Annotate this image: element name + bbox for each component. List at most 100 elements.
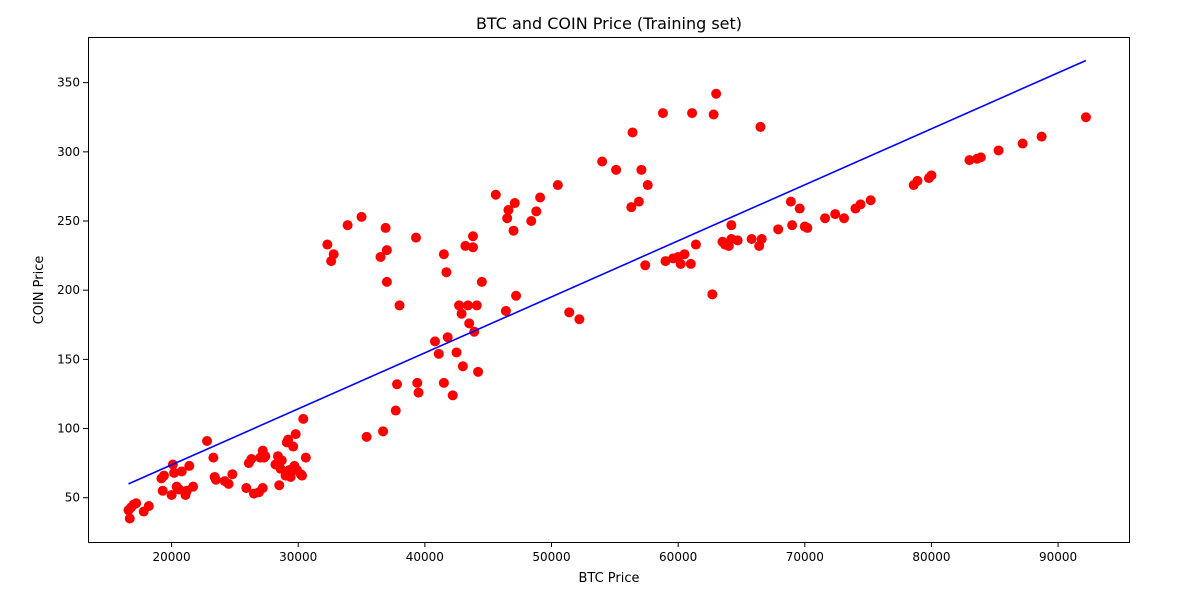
data-point [176, 466, 187, 477]
data-point [707, 289, 718, 300]
data-point [912, 175, 923, 186]
data-point [502, 213, 513, 224]
data-point [430, 336, 440, 347]
data-point [454, 300, 465, 311]
data-point [830, 209, 841, 220]
data-point [460, 240, 471, 251]
data-point [732, 235, 743, 246]
data-point [640, 260, 651, 271]
data-point [298, 413, 309, 424]
data-point [611, 164, 622, 175]
data-point [285, 471, 296, 482]
data-point [456, 308, 467, 319]
y-tick-label: 250 [57, 214, 80, 228]
y-tick-label: 150 [57, 352, 80, 366]
data-point [143, 501, 154, 512]
data-point [462, 300, 473, 311]
data-point [210, 474, 221, 485]
data-point [633, 196, 644, 207]
data-point [381, 276, 392, 287]
data-point [381, 245, 392, 256]
data-point [283, 434, 294, 445]
data-point [260, 451, 271, 462]
data-point [361, 431, 372, 442]
data-point [290, 429, 301, 440]
data-point [473, 366, 484, 377]
data-point [390, 405, 401, 416]
x-tick-label: 60000 [659, 550, 697, 564]
data-point [746, 234, 757, 244]
data-point [300, 452, 311, 463]
data-point [166, 489, 177, 500]
data-point [509, 198, 520, 209]
data-point [626, 202, 637, 213]
y-axis-label: COIN Price [32, 256, 47, 325]
x-axis-label: BTC Price [578, 571, 639, 586]
data-point [375, 251, 386, 262]
data-point [297, 470, 308, 481]
data-point [490, 189, 501, 200]
data-point [627, 127, 638, 138]
data-point [208, 452, 219, 463]
data-point [574, 314, 585, 325]
axis-ticks: 20000 30000 40000 50000 60000 70000 80000 90000… [57, 76, 1077, 564]
data-point [1017, 138, 1028, 149]
data-point [785, 196, 796, 207]
data-point [412, 377, 423, 388]
data-point [241, 483, 252, 494]
y-tick-label: 50 [65, 491, 80, 505]
data-point [276, 455, 287, 466]
data-point [711, 88, 722, 99]
data-point [726, 220, 737, 231]
data-point [438, 249, 449, 260]
data-point [597, 156, 608, 167]
data-point [690, 239, 701, 250]
data-point [511, 290, 522, 301]
data-point [227, 469, 238, 480]
regression-line [128, 59, 1087, 485]
data-point [467, 231, 478, 242]
data-point [756, 234, 767, 244]
data-point [926, 170, 937, 181]
data-point [471, 300, 482, 311]
data-point [679, 249, 690, 260]
data-point [503, 204, 514, 215]
data-point [975, 152, 986, 163]
data-point [413, 387, 424, 398]
x-tick-label: 50000 [532, 550, 570, 564]
data-point [457, 361, 468, 372]
data-point [642, 180, 653, 191]
data-point [964, 155, 975, 166]
data-point [188, 481, 199, 492]
data-point [535, 192, 546, 203]
data-point [447, 390, 458, 401]
data-point [464, 318, 475, 329]
x-tick-label: 90000 [1039, 550, 1077, 564]
regression-line-series [128, 59, 1087, 485]
data-point [531, 206, 542, 217]
data-point [223, 478, 234, 489]
y-tick-label: 300 [57, 145, 80, 159]
data-point [855, 199, 866, 210]
scatter-series [123, 88, 1091, 524]
data-point [451, 347, 462, 358]
data-point [246, 453, 257, 464]
data-point [794, 203, 805, 214]
data-point [687, 108, 698, 119]
data-point [169, 467, 180, 478]
data-point [526, 216, 537, 227]
data-point [500, 305, 511, 316]
data-point [441, 267, 452, 278]
data-point [288, 441, 299, 452]
data-point [660, 256, 671, 267]
chart-title: BTC and COIN Price (Training set) [476, 14, 742, 33]
data-point [274, 480, 285, 491]
data-point [708, 109, 719, 120]
data-point [257, 483, 268, 494]
data-point [392, 379, 403, 390]
data-point [839, 213, 850, 224]
data-point [442, 332, 453, 343]
data-point [202, 436, 213, 446]
